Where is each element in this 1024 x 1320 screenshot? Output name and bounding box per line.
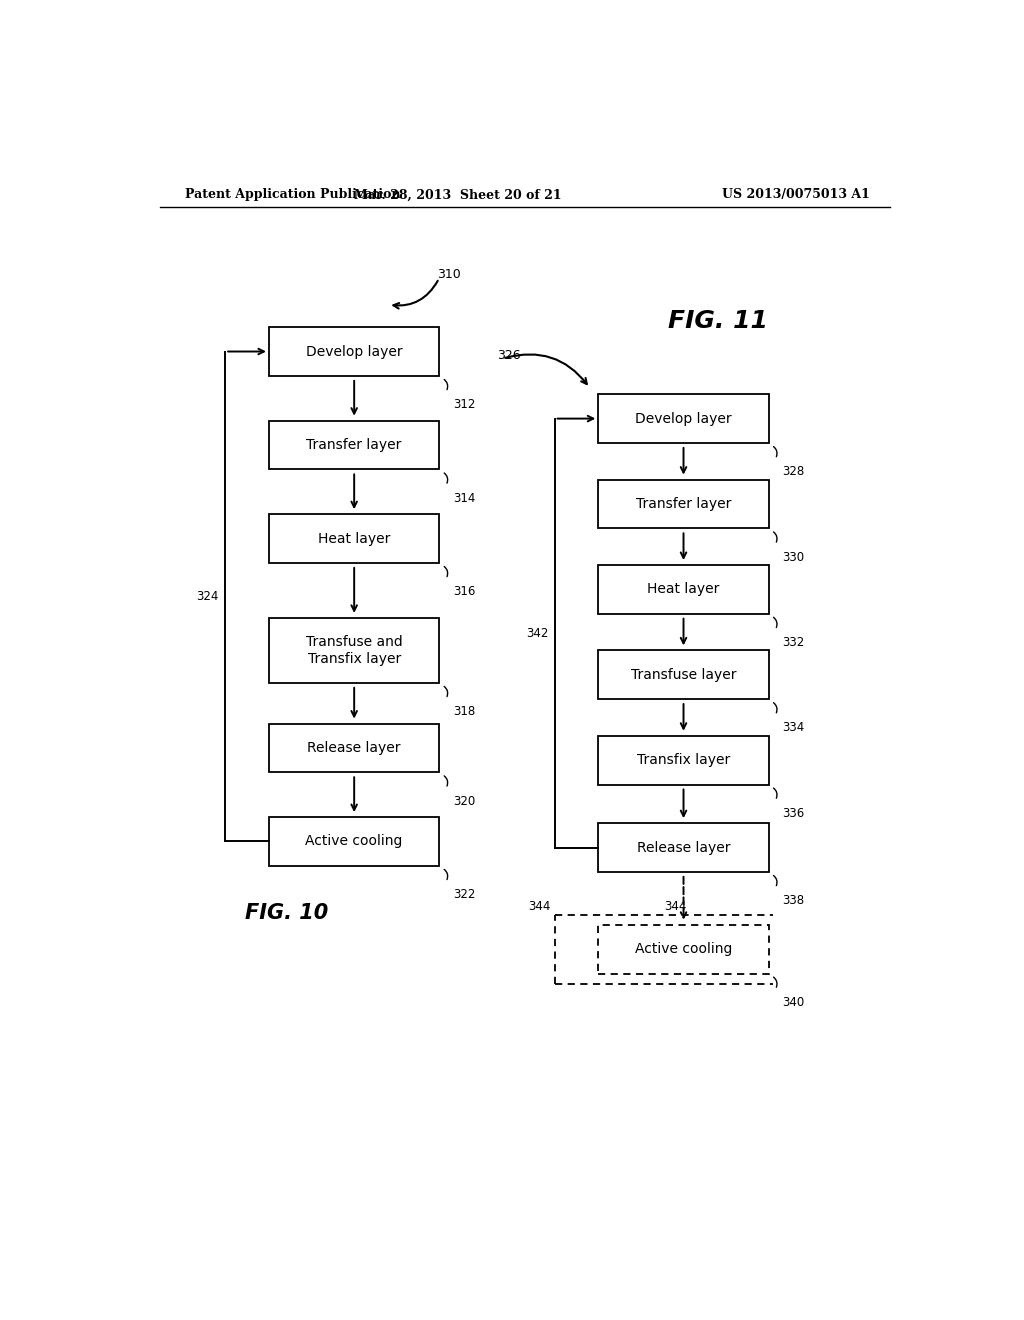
Text: Mar. 28, 2013  Sheet 20 of 21: Mar. 28, 2013 Sheet 20 of 21 [353,189,561,202]
Text: FIG. 11: FIG. 11 [668,309,768,333]
Text: Transfer layer: Transfer layer [306,438,401,451]
Text: 336: 336 [782,807,805,820]
Bar [598,565,769,614]
Text: US 2013/0075013 A1: US 2013/0075013 A1 [722,189,870,202]
Bar [598,479,769,528]
Bar [598,395,769,444]
Bar [269,421,439,470]
Text: 318: 318 [453,705,475,718]
Text: Release layer: Release layer [637,841,730,854]
Text: 324: 324 [197,590,219,603]
Text: Transfer layer: Transfer layer [636,496,731,511]
Text: Active cooling: Active cooling [305,834,402,849]
Text: 326: 326 [497,348,520,362]
Text: 328: 328 [782,466,805,478]
Text: 344: 344 [665,900,687,913]
Text: 330: 330 [782,550,805,564]
Bar [269,515,439,562]
Text: 312: 312 [453,399,475,412]
Text: Release layer: Release layer [307,741,401,755]
Bar [269,817,439,866]
Text: 310: 310 [437,268,461,281]
Text: Develop layer: Develop layer [635,412,732,425]
Text: 316: 316 [453,585,475,598]
Text: Transfix layer: Transfix layer [637,754,730,767]
Bar [598,651,769,700]
Text: Transfuse and
Transfix layer: Transfuse and Transfix layer [306,635,402,667]
Bar [598,925,769,974]
Text: Active cooling: Active cooling [635,942,732,956]
Text: 334: 334 [782,722,805,734]
Text: 344: 344 [528,900,551,913]
Bar [269,327,439,376]
Text: 340: 340 [782,995,805,1008]
Text: Transfuse layer: Transfuse layer [631,668,736,681]
Text: Patent Application Publication: Patent Application Publication [185,189,400,202]
Text: 322: 322 [453,888,475,902]
Text: Heat layer: Heat layer [318,532,390,545]
Text: 314: 314 [453,492,475,504]
Text: 338: 338 [782,894,805,907]
Text: FIG. 10: FIG. 10 [246,903,329,923]
Text: 332: 332 [782,636,805,649]
Text: 342: 342 [526,627,548,640]
Text: Heat layer: Heat layer [647,582,720,597]
Bar [598,824,769,873]
Bar [269,723,439,772]
Text: Develop layer: Develop layer [306,345,402,359]
Bar [598,735,769,784]
Bar [269,618,439,682]
Text: 320: 320 [453,795,475,808]
